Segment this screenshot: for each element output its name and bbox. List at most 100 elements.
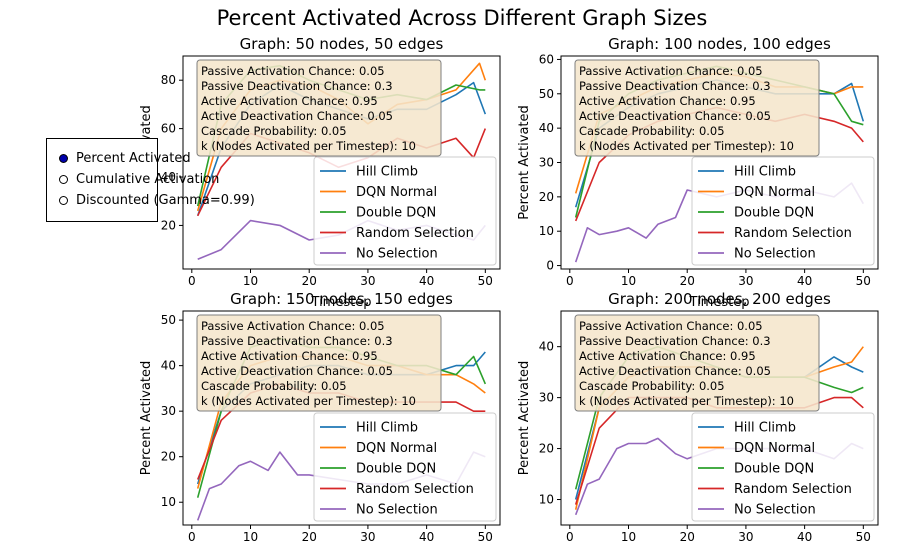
param-line: k (Nodes Activated per Timestep): 10 [579,139,794,153]
x-tick-label: 10 [621,274,636,288]
legend: Hill Climb DQN Normal Double DQN Random Sel… [313,156,497,266]
x-tick-label: 40 [419,274,434,288]
y-tick-label: 30 [161,404,176,418]
radio-label: Discounted (Gamma=0.99) [76,192,255,208]
y-tick-label: 30 [539,156,554,170]
legend-entry: Double DQN [734,462,814,477]
y-tick-label: 80 [161,73,176,87]
y-tick-label: 10 [539,493,554,507]
y-tick-label: 60 [539,52,554,66]
x-tick-label: 30 [738,274,753,288]
y-tick-label: 40 [161,170,176,184]
x-tick-label: 50 [478,274,493,288]
param-line: Passive Activation Chance: 0.05 [201,64,385,78]
metric-radio-panel[interactable]: Percent Activated Cumulative Activation … [46,138,255,222]
param-line: Active Activation Chance: 0.95 [579,94,756,108]
param-line: Passive Activation Chance: 0.05 [579,64,763,78]
y-axis-label: Percent Activated [517,361,532,476]
y-axis-label: Percent Activated [517,105,532,220]
legend-entry: Random Selection [356,482,474,497]
param-line: Passive Deactivation Chance: 0.3 [201,334,393,348]
y-tick-label: 20 [161,450,176,464]
param-line: Passive Activation Chance: 0.05 [201,319,385,333]
radio-option-percent-activated[interactable]: Percent Activated [59,149,191,167]
param-line: Passive Deactivation Chance: 0.3 [201,79,393,93]
param-line: Active Deactivation Chance: 0.05 [201,364,393,378]
subplot-title: Graph: 150 nodes, 150 edges [230,290,453,308]
y-tick-label: 10 [161,495,176,509]
legend: Hill Climb DQN Normal Double DQN Random Sel… [313,412,497,522]
param-box-frame [196,314,442,412]
legend-frame [313,156,497,266]
subplot-3: Graph: 150 nodes, 150 edges 0 10 20 30 40 50 10… [139,290,501,544]
x-tick-label: 20 [680,274,695,288]
legend-entry: Hill Climb [734,421,796,436]
param-line: k (Nodes Activated per Timestep): 10 [201,394,416,408]
legend-entry: Random Selection [734,226,852,241]
y-tick-label: 50 [161,313,176,327]
radio-dot-icon[interactable] [59,195,68,205]
radio-dot-icon[interactable] [59,174,68,184]
x-axis-label: Timestep [311,295,372,310]
x-tick-label: 20 [302,274,317,288]
legend-entry: No Selection [356,247,438,262]
axes-frame [182,55,501,270]
x-tick-label: 50 [856,530,871,544]
y-tick-label: 10 [539,224,554,238]
y-tick-label: 50 [539,87,554,101]
param-line: Active Deactivation Chance: 0.05 [579,109,771,123]
subplot-1: Graph: 50 nodes, 50 edges 0 10 20 30 40 50 20 40… [139,35,501,310]
radio-option-discounted[interactable]: Discounted (Gamma=0.99) [59,191,255,209]
param-line: k (Nodes Activated per Timestep): 10 [201,139,416,153]
param-line: Cascade Probability: 0.05 [201,379,347,393]
axes-frame [560,310,879,526]
x-tick-label: 30 [360,274,375,288]
axes-frame [182,310,501,526]
legend: Hill Climb DQN Normal Double DQN Random Sel… [691,412,875,522]
legend-entry: No Selection [356,503,438,518]
y-tick-label: 60 [161,122,176,136]
y-tick-label: 30 [539,391,554,405]
legend-entry: Hill Climb [734,165,796,180]
subplot-2: Graph: 100 nodes, 100 edges 0 10 20 30 40 50 0 1… [517,35,879,310]
param-line: Active Deactivation Chance: 0.05 [201,109,393,123]
subplot-title: Graph: 100 nodes, 100 edges [608,35,831,53]
legend: Hill Climb DQN Normal Double DQN Random Sel… [691,156,875,266]
param-line: Cascade Probability: 0.05 [201,124,347,138]
legend-entry: Double DQN [734,206,814,221]
param-line: Passive Deactivation Chance: 0.3 [579,79,771,93]
radio-option-cumulative-activation[interactable]: Cumulative Activation [59,170,219,188]
param-line: Active Deactivation Chance: 0.05 [579,364,771,378]
legend-entry: No Selection [734,503,816,518]
x-tick-label: 0 [188,530,196,544]
legend-entry: DQN Normal [356,441,437,456]
x-tick-label: 50 [856,274,871,288]
radio-dot-selected-icon[interactable] [59,153,68,163]
x-tick-label: 0 [566,274,574,288]
param-line: Active Activation Chance: 0.95 [201,94,378,108]
x-tick-label: 30 [738,530,753,544]
param-line: Active Activation Chance: 0.95 [201,349,378,363]
legend-frame [691,412,875,522]
legend-entry: Random Selection [734,482,852,497]
y-tick-label: 40 [161,359,176,373]
legend-entry: Double DQN [356,206,436,221]
y-tick-label: 20 [161,218,176,232]
param-box-frame [574,314,820,412]
y-tick-label: 40 [539,340,554,354]
x-tick-label: 0 [188,274,196,288]
legend-entry: Hill Climb [356,421,418,436]
legend-entry: DQN Normal [734,441,815,456]
param-line: Active Activation Chance: 0.95 [579,349,756,363]
param-line: Passive Activation Chance: 0.05 [579,319,763,333]
subplot-title: Graph: 200 nodes, 200 edges [608,290,831,308]
y-tick-label: 20 [539,190,554,204]
legend-entry: DQN Normal [356,185,437,200]
y-tick-label: 20 [539,442,554,456]
y-axis-label: Percent Activated [139,361,154,476]
subplot-title: Graph: 50 nodes, 50 edges [240,35,444,53]
param-line: Cascade Probability: 0.05 [579,124,725,138]
